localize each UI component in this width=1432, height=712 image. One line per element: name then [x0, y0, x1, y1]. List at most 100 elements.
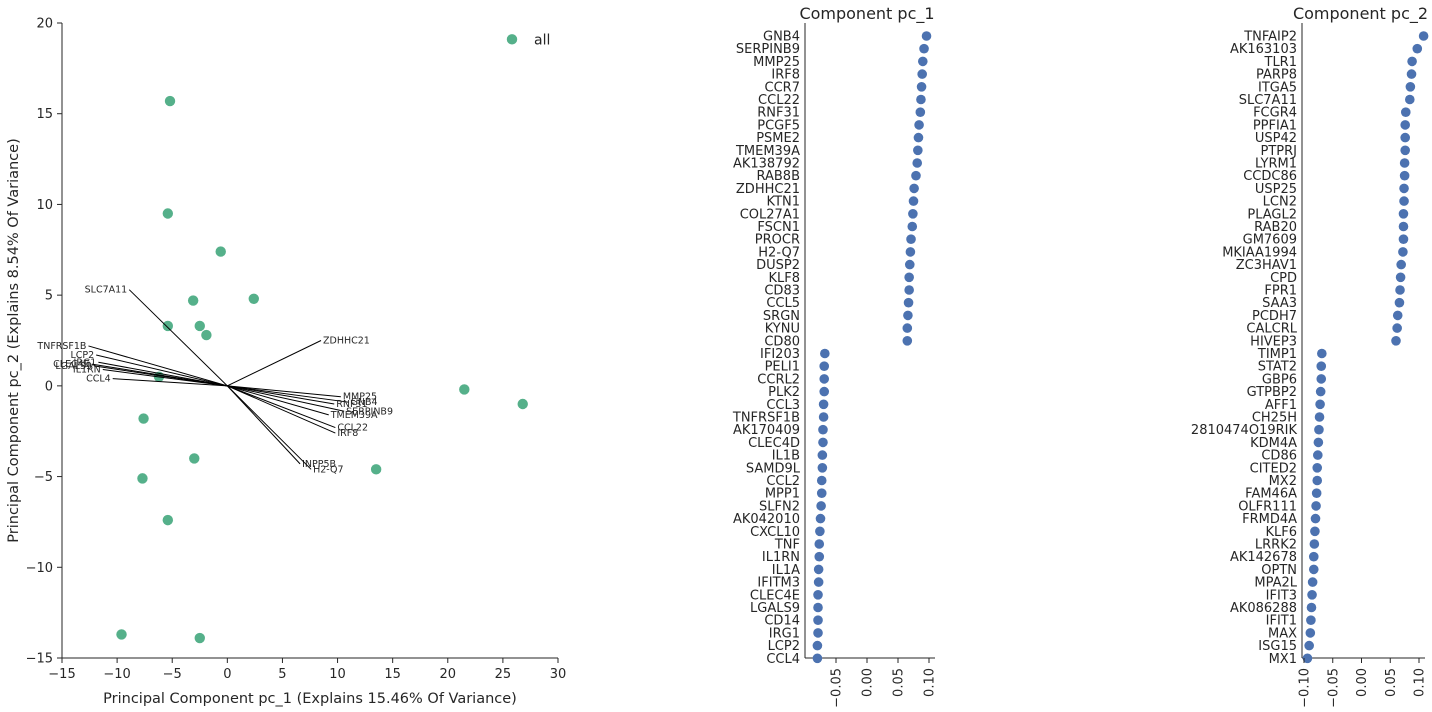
data-point: [1311, 501, 1321, 511]
data-point: [162, 208, 174, 219]
data-point: [816, 488, 827, 499]
gene-label: SLC7A11: [1239, 93, 1297, 108]
loading-label: ZDHHC21: [323, 336, 370, 347]
gene-label: CALCRL: [1246, 322, 1297, 337]
data-point: [1399, 183, 1409, 194]
loading-label: MMP25: [343, 392, 377, 403]
gene-label: ZC3HAV1: [1236, 258, 1297, 273]
gene-label: TIMP1: [1257, 347, 1297, 362]
loading-label: H2-Q7: [313, 464, 344, 475]
data-point: [1395, 272, 1406, 283]
gene-label: CD86: [1261, 449, 1297, 464]
gene-label: CD14: [764, 614, 800, 629]
gene-label: KYNU: [765, 322, 800, 337]
gene-label: STAT2: [1258, 360, 1297, 375]
gene-label: SRGN: [763, 309, 800, 324]
gene-label: SERPINB9: [736, 42, 800, 57]
data-point: [116, 629, 127, 640]
loading-label: SERPINB9: [346, 406, 393, 417]
loading-label: CLEC4E: [53, 359, 90, 370]
gene-label: PROCR: [755, 233, 800, 248]
data-point: [1308, 551, 1319, 562]
data-point: [917, 69, 927, 79]
data-point: [1316, 374, 1327, 384]
data-point: [812, 640, 823, 651]
component-pc1-panel: Component pc_1GNB4SERPINB9MMP25IRF8CCR7C…: [732, 4, 938, 708]
gene-label: LYRM1: [1255, 157, 1297, 172]
data-point: [1394, 297, 1405, 308]
loading-vector: [96, 354, 228, 387]
gene-label: IFIT1: [1266, 614, 1297, 629]
data-point: [813, 564, 824, 575]
data-point: [905, 247, 916, 257]
data-point: [820, 348, 830, 359]
data-point: [1306, 602, 1317, 613]
gene-label: LGALS9: [750, 601, 800, 616]
y-tick-label: −15: [26, 652, 53, 667]
gene-label: FCGR4: [1253, 106, 1297, 121]
data-point: [1395, 285, 1405, 295]
gene-label: CH25H: [1252, 411, 1297, 426]
data-point: [1391, 336, 1401, 346]
loading-label: TMEM39A: [330, 410, 378, 421]
data-point: [908, 209, 918, 219]
gene-label: SAMD9L: [746, 461, 801, 476]
gene-label: IRF8: [771, 68, 800, 83]
gene-label: IFIT3: [1266, 588, 1297, 603]
data-point: [1312, 475, 1323, 486]
gene-label: ZDHHC21: [736, 182, 800, 197]
gene-label: RAB20: [1254, 220, 1297, 235]
data-point: [187, 295, 199, 306]
data-point: [189, 453, 200, 464]
data-point: [1306, 615, 1316, 625]
x-tick-label: −15: [48, 667, 75, 682]
x-tick-label: 0.05: [892, 668, 907, 697]
data-point: [918, 56, 928, 67]
gene-label: LCP2: [768, 639, 800, 654]
x-tick-label: 10: [329, 667, 346, 682]
y-tick-label: 20: [36, 17, 53, 32]
gene-label: CCL5: [766, 296, 800, 311]
data-point: [1400, 107, 1411, 117]
gene-label: PPFIA1: [1253, 118, 1297, 133]
y-tick-label: 10: [36, 198, 53, 213]
loading-label: IL1RN: [73, 365, 101, 376]
gene-label: CCR7: [765, 80, 800, 95]
data-point: [1315, 386, 1326, 397]
gene-label: MX1: [1269, 652, 1297, 667]
loading-label: IRG1: [74, 357, 97, 368]
data-point: [819, 386, 830, 397]
data-point: [903, 310, 913, 321]
gene-label: CITED2: [1250, 461, 1297, 476]
data-point: [914, 120, 924, 130]
data-point: [1398, 234, 1409, 244]
loading-vector: [128, 289, 228, 387]
data-point: [201, 329, 212, 341]
data-point: [815, 513, 826, 524]
x-tick-label: 0.00: [1355, 668, 1370, 697]
gene-label: TLR1: [1264, 55, 1298, 70]
gene-label: USP42: [1255, 131, 1297, 146]
data-point: [1310, 513, 1321, 524]
loading-vector: [227, 340, 322, 387]
gene-label: FRMD4A: [1242, 512, 1297, 527]
gene-label: MPP1: [765, 487, 800, 502]
data-point: [137, 473, 148, 484]
data-point: [812, 653, 823, 664]
loading-label: LGALS9: [55, 361, 92, 372]
gene-label: MMP25: [753, 55, 800, 70]
data-point: [1398, 209, 1409, 219]
loading-vector: [226, 385, 312, 470]
gene-label: SAA3: [1262, 296, 1297, 311]
gene-label: IL1B: [772, 449, 800, 464]
data-point: [1405, 94, 1415, 105]
y-tick-label: 15: [36, 107, 53, 122]
data-point: [916, 82, 927, 92]
loading-vector: [227, 385, 335, 405]
data-point: [1392, 310, 1403, 321]
loading-label: CCL22: [337, 423, 368, 434]
x-tick-label: 30: [550, 667, 567, 682]
y-tick-label: −5: [34, 470, 53, 485]
gene-label: CPD: [1270, 271, 1297, 286]
loading-label: CCL4: [86, 374, 111, 385]
